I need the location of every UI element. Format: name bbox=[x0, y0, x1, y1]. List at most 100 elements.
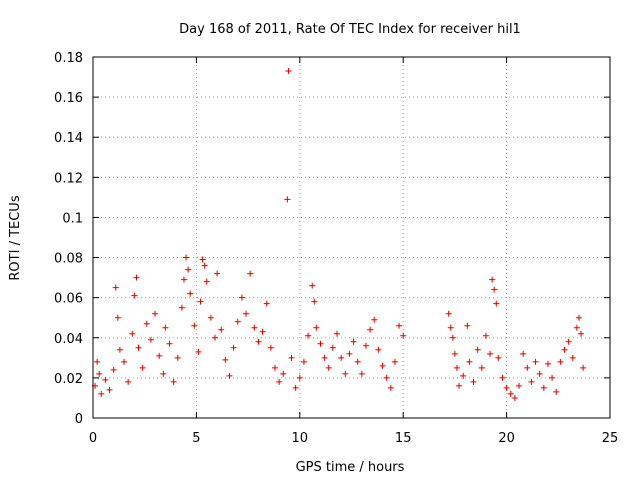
y-tick-label: 0.18 bbox=[54, 51, 83, 66]
data-point bbox=[116, 346, 123, 353]
data-point bbox=[544, 360, 551, 367]
gridlines bbox=[93, 57, 610, 418]
data-point bbox=[222, 356, 229, 363]
data-point bbox=[259, 328, 266, 335]
data-point bbox=[367, 326, 374, 333]
data-point bbox=[114, 314, 121, 321]
y-tick-label: 0.08 bbox=[54, 252, 83, 267]
data-point bbox=[478, 364, 485, 371]
data-point bbox=[288, 354, 295, 361]
data-point bbox=[147, 336, 154, 343]
data-point bbox=[371, 316, 378, 323]
y-axis-ticks: 0 0.02 0.04 0.06 0.08 0.1 0.12 0.14 0.16 0.18 bbox=[54, 51, 610, 427]
data-point bbox=[201, 262, 208, 269]
data-point bbox=[187, 290, 194, 297]
chart-title: Day 168 of 2011, Rate Of TEC Index for r… bbox=[179, 22, 521, 37]
data-point bbox=[391, 358, 398, 365]
data-point bbox=[499, 374, 506, 381]
data-point bbox=[528, 378, 535, 385]
data-point bbox=[453, 364, 460, 371]
data-point bbox=[445, 310, 452, 317]
x-tick-label: 20 bbox=[498, 431, 515, 446]
data-point bbox=[456, 382, 463, 389]
data-point bbox=[565, 338, 572, 345]
data-point bbox=[575, 314, 582, 321]
data-point bbox=[553, 388, 560, 395]
data-point bbox=[110, 366, 117, 373]
data-point bbox=[491, 286, 498, 293]
data-point bbox=[131, 292, 138, 299]
data-point bbox=[247, 270, 254, 277]
data-point bbox=[162, 324, 169, 331]
data-point bbox=[96, 370, 103, 377]
data-point bbox=[520, 350, 527, 357]
y-tick-label: 0.1 bbox=[62, 211, 83, 226]
data-point bbox=[276, 378, 283, 385]
data-point bbox=[540, 384, 547, 391]
data-point bbox=[94, 358, 101, 365]
data-point bbox=[166, 340, 173, 347]
data-point bbox=[129, 330, 136, 337]
data-point bbox=[199, 256, 206, 263]
data-point bbox=[451, 350, 458, 357]
data-point bbox=[251, 324, 258, 331]
data-point bbox=[379, 362, 386, 369]
data-point bbox=[578, 330, 585, 337]
data-point bbox=[325, 364, 332, 371]
data-point bbox=[230, 344, 237, 351]
data-point bbox=[354, 358, 361, 365]
data-point bbox=[112, 284, 119, 291]
y-tick-label: 0.02 bbox=[54, 372, 83, 387]
data-point bbox=[178, 304, 185, 311]
data-point bbox=[271, 364, 278, 371]
data-point bbox=[309, 282, 316, 289]
data-point bbox=[203, 278, 210, 285]
data-point bbox=[350, 338, 357, 345]
data-point bbox=[234, 318, 241, 325]
data-point bbox=[292, 384, 299, 391]
data-point bbox=[180, 276, 187, 283]
data-point bbox=[185, 266, 192, 273]
y-tick-label: 0.16 bbox=[54, 91, 83, 106]
data-point bbox=[338, 354, 345, 361]
data-point bbox=[329, 344, 336, 351]
data-point bbox=[536, 370, 543, 377]
data-point bbox=[549, 374, 556, 381]
data-point bbox=[482, 332, 489, 339]
data-point bbox=[470, 378, 477, 385]
data-point bbox=[460, 372, 467, 379]
data-point bbox=[532, 358, 539, 365]
data-point bbox=[125, 378, 132, 385]
y-tick-label: 0.06 bbox=[54, 292, 83, 307]
data-point bbox=[195, 348, 202, 355]
data-point bbox=[267, 344, 274, 351]
data-point bbox=[106, 386, 113, 393]
y-tick-label: 0.14 bbox=[54, 131, 83, 146]
data-point bbox=[580, 364, 587, 371]
data-point bbox=[191, 322, 198, 329]
data-point bbox=[305, 332, 312, 339]
data-point bbox=[557, 358, 564, 365]
x-tick-label: 25 bbox=[602, 431, 619, 446]
data-point bbox=[362, 342, 369, 349]
data-point bbox=[321, 354, 328, 361]
data-point bbox=[311, 298, 318, 305]
data-point bbox=[121, 358, 128, 365]
data-point bbox=[507, 390, 514, 397]
data-point bbox=[174, 354, 181, 361]
x-tick-label: 0 bbox=[89, 431, 97, 446]
y-axis-label: ROTI / TECUs bbox=[8, 195, 23, 280]
x-tick-label: 15 bbox=[395, 431, 412, 446]
data-point bbox=[133, 274, 140, 281]
y-tick-label: 0 bbox=[75, 412, 83, 427]
data-point bbox=[102, 376, 109, 383]
data-point bbox=[387, 384, 394, 391]
data-point bbox=[466, 358, 473, 365]
data-point bbox=[358, 370, 365, 377]
data-point bbox=[160, 370, 167, 377]
data-point bbox=[561, 346, 568, 353]
data-point bbox=[464, 322, 471, 329]
data-point bbox=[207, 314, 214, 321]
x-axis-ticks: 0 5 10 15 20 25 bbox=[89, 57, 618, 446]
